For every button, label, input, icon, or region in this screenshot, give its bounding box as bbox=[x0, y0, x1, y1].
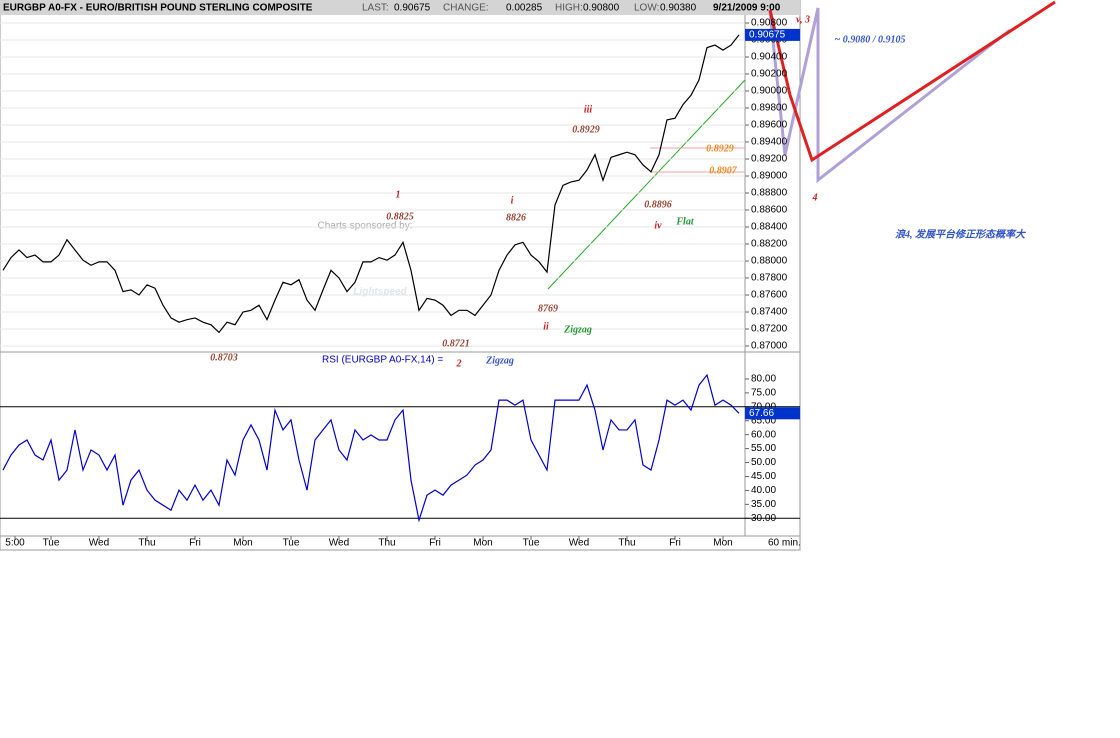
x-tick-label: Wed bbox=[569, 538, 589, 549]
y-tick-label: 0.88400 bbox=[751, 222, 788, 233]
annotation: 2 bbox=[456, 358, 462, 369]
last-value-box bbox=[745, 407, 800, 420]
header-value: 0.90800 bbox=[583, 3, 620, 14]
forecast-path bbox=[768, 0, 1056, 163]
annotation: 8826 bbox=[506, 212, 526, 223]
y-tick-label: 0.87200 bbox=[751, 324, 788, 335]
header-label: LOW: bbox=[634, 3, 659, 14]
header-title: EURGBP A0-FX - EURO/BRITISH POUND STERLI… bbox=[3, 3, 313, 14]
annotation: 0.8703 bbox=[210, 352, 238, 363]
annotation: i bbox=[511, 195, 514, 206]
y-tick-label: 0.90400 bbox=[751, 52, 788, 63]
x-tick-label: Tue bbox=[523, 538, 540, 549]
y-tick-label: 0.90800 bbox=[751, 18, 788, 29]
x-tick-label: Tue bbox=[283, 538, 300, 549]
y-tick-label: 80.00 bbox=[751, 374, 776, 385]
x-tick-label: Tue bbox=[43, 538, 60, 549]
sponsor: Charts sponsored by: bbox=[317, 221, 412, 232]
rsi-title: RSI (EURGBP A0-FX,14) = bbox=[322, 355, 443, 366]
watermark: Lightspeed bbox=[353, 287, 407, 298]
x-tick-label: Thu bbox=[138, 538, 155, 549]
rsi-title-bg bbox=[318, 354, 478, 366]
x-tick-label: Thu bbox=[378, 538, 395, 549]
last-value-box bbox=[745, 28, 800, 41]
annotation: 0.8929 bbox=[572, 124, 600, 135]
last-value-label: 67.66 bbox=[749, 408, 774, 419]
annotation: iv bbox=[654, 220, 662, 231]
y-tick-label: 0.89200 bbox=[751, 154, 788, 165]
y-tick-label: 50.00 bbox=[751, 457, 776, 468]
y-tick-label: 0.90000 bbox=[751, 86, 788, 97]
annotation: 浪4, 发展平台修正形态概率大 bbox=[895, 228, 1027, 240]
y-tick-label: 65.00 bbox=[751, 415, 776, 426]
annotation: 8769 bbox=[538, 303, 558, 314]
forecast-path bbox=[768, 7, 1011, 184]
y-tick-label: 0.89800 bbox=[751, 103, 788, 114]
annotation: Zigzag bbox=[485, 355, 514, 366]
x-tick-label: Fri bbox=[429, 538, 441, 549]
y-tick-label: 0.87000 bbox=[751, 341, 788, 352]
y-tick-label: 0.88000 bbox=[751, 256, 788, 267]
header-value: 0.90380 bbox=[660, 3, 697, 14]
annotation: Zigzag bbox=[563, 324, 592, 335]
x-tick-label: Fri bbox=[669, 538, 681, 549]
annotation: 0.8825 bbox=[386, 211, 414, 222]
y-tick-label: 40.00 bbox=[751, 485, 776, 496]
x-tick-label: Thu bbox=[618, 538, 635, 549]
annotation: 0.8907 bbox=[709, 165, 738, 176]
y-tick-label: 0.88600 bbox=[751, 205, 788, 216]
x-tick-label: 5:00 bbox=[5, 538, 25, 549]
annotation: 4 bbox=[812, 192, 818, 203]
trend-line bbox=[547, 79, 746, 290]
y-tick-label: 0.89000 bbox=[751, 171, 788, 182]
chart-frame bbox=[0, 0, 801, 551]
x-tick-label: Fri bbox=[189, 538, 201, 549]
annotation: v, 3 bbox=[796, 14, 810, 25]
annotation: 0.8929 bbox=[706, 143, 734, 154]
y-tick-label: 75.00 bbox=[751, 388, 776, 399]
header-label: CHANGE: bbox=[443, 3, 489, 14]
y-tick-label: 0.90200 bbox=[751, 69, 788, 80]
annotation: 0.8896 bbox=[644, 199, 672, 210]
x-tick-label: Mon bbox=[713, 538, 732, 549]
x-tick-label: Wed bbox=[89, 538, 109, 549]
y-tick-label: 0.87600 bbox=[751, 290, 788, 301]
header-bar bbox=[0, 0, 800, 15]
annotation: 0.8721 bbox=[442, 338, 470, 349]
last-value-label: 0.90675 bbox=[749, 30, 786, 41]
y-tick-label: 45.00 bbox=[751, 471, 776, 482]
annotation: ~ 0.9080 / 0.9105 bbox=[835, 34, 906, 45]
y-tick-label: 0.89400 bbox=[751, 137, 788, 148]
annotation: iii bbox=[584, 104, 593, 115]
price-line bbox=[2, 34, 740, 334]
y-tick-label: 55.00 bbox=[751, 443, 776, 454]
x-tick-label: Mon bbox=[473, 538, 492, 549]
header-datetime: 9/21/2009 9:00 bbox=[713, 3, 781, 14]
y-tick-label: 0.88200 bbox=[751, 239, 788, 250]
header-value: 0.90675 bbox=[394, 3, 431, 14]
header-label: LAST: bbox=[362, 3, 389, 14]
y-tick-label: 60.00 bbox=[751, 429, 776, 440]
y-tick-label: 0.87400 bbox=[751, 307, 788, 318]
y-tick-label: 0.87800 bbox=[751, 273, 788, 284]
y-tick-label: 0.88800 bbox=[751, 188, 788, 199]
annotation: Flat bbox=[675, 216, 694, 227]
interval-label: 60 min. bbox=[768, 538, 801, 549]
annotation: 1 bbox=[396, 189, 401, 200]
y-tick-label: 35.00 bbox=[751, 499, 776, 510]
x-tick-label: Mon bbox=[233, 538, 252, 549]
header-label: HIGH: bbox=[555, 3, 583, 14]
price-line bbox=[2, 373, 740, 523]
x-tick-label: Wed bbox=[329, 538, 349, 549]
header-value: 0.00285 bbox=[506, 3, 543, 14]
annotation: ii bbox=[543, 321, 549, 332]
y-tick-label: 0.89600 bbox=[751, 120, 788, 131]
